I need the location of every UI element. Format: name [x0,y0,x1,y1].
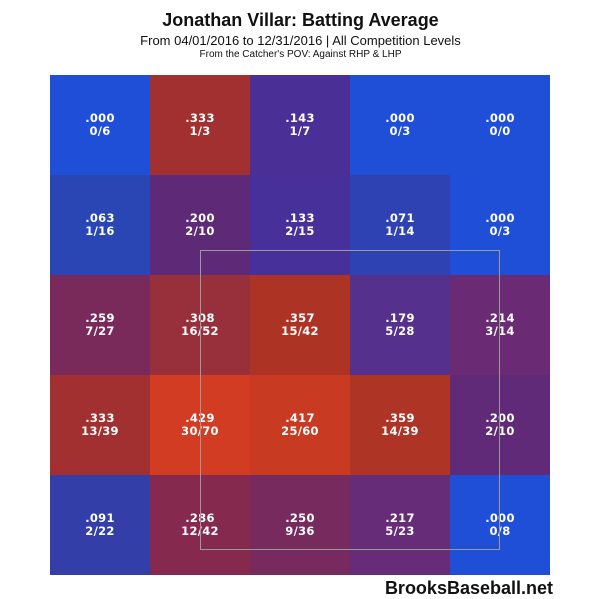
zone-hits: 15/42 [281,324,319,338]
zone-hits: 1/14 [385,224,415,238]
zone-hits: 0/8 [489,524,511,538]
zone-average: .000 [485,111,515,125]
zone-cell: .333 1/3 [150,75,250,175]
zone-cell: .259 7/27 [50,275,150,375]
zone-hits: 13/39 [81,424,119,438]
zone-average: .063 [85,211,115,225]
zone-hits: 30/70 [181,424,219,438]
zone-cell: .133 2/15 [250,175,350,275]
zone-average: .357 [285,311,315,325]
zone-hits: 0/6 [89,124,111,138]
zone-hits: 1/7 [289,124,311,138]
zone-hits: 0/0 [489,124,511,138]
zone-cell: .286 12/42 [150,475,250,575]
zone-hits: 5/28 [385,324,415,338]
zone-average: .091 [85,511,115,525]
zone-hits: 2/22 [85,524,115,538]
zone-hits: 16/52 [181,324,219,338]
zone-cell: .071 1/14 [350,175,450,275]
zone-average: .071 [385,211,415,225]
zone-cell: .333 13/39 [50,375,150,475]
zone-hits: 2/10 [185,224,215,238]
zone-cell: .000 0/3 [350,75,450,175]
brooksbaseball-watermark: BrooksBaseball.net [384,578,553,598]
zone-average: .000 [485,211,515,225]
zone-hits: 1/16 [85,224,115,238]
zone-average: .143 [285,111,315,125]
zone-average: .000 [385,111,415,125]
zone-hits: 5/23 [385,524,415,538]
zone-cell: .250 9/36 [250,475,350,575]
zone-cell: .063 1/16 [50,175,150,275]
zone-cell: .091 2/22 [50,475,150,575]
zone-average: .000 [85,111,115,125]
zone-cell: .200 2/10 [150,175,250,275]
zone-average: .417 [285,411,315,425]
zone-average: .250 [285,511,315,525]
zone-average: .200 [185,211,215,225]
zone-cell: .214 3/14 [450,275,550,375]
zone-cell: .417 25/60 [250,375,350,475]
zone-cell: .000 0/0 [450,75,550,175]
chart-subtitle: From 04/01/2016 to 12/31/2016 | All Comp… [140,33,461,48]
zone-average: .286 [185,511,215,525]
zone-hits: 1/3 [189,124,211,138]
zone-average: .359 [385,411,415,425]
zone-cell: .179 5/28 [350,275,450,375]
zone-average: .333 [185,111,215,125]
zone-cell: .200 2/10 [450,375,550,475]
zone-cell: .217 5/23 [350,475,450,575]
zone-cell: .357 15/42 [250,275,350,375]
zone-hits: 14/39 [381,424,419,438]
zone-cell: .000 0/8 [450,475,550,575]
zone-hits: 9/36 [285,524,315,538]
zone-hits: 0/3 [489,224,511,238]
zone-average: .179 [385,311,415,325]
chart-subtitle-pov: From the Catcher's POV: Against RHP & LH… [199,49,402,60]
zone-heatmap: .000 0/6.333 1/3.143 1/7.000 0/3.000 0/0.063 1… [50,75,550,575]
chart-title: Jonathan Villar: Batting Average [162,10,439,30]
zone-hits: 25/60 [281,424,319,438]
zone-hits: 3/14 [485,324,515,338]
zone-average: .133 [285,211,315,225]
zone-cell: .429 30/70 [150,375,250,475]
zone-hits: 7/27 [85,324,115,338]
zone-cell: .000 0/6 [50,75,150,175]
zone-cell: .308 16/52 [150,275,250,375]
zone-hits: 2/15 [285,224,315,238]
zone-average: .429 [185,411,215,425]
zone-cell: .143 1/7 [250,75,350,175]
zone-hits: 12/42 [181,524,219,538]
zone-average: .333 [85,411,115,425]
zone-cell: .000 0/3 [450,175,550,275]
zone-cell: .359 14/39 [350,375,450,475]
zone-average: .259 [85,311,115,325]
zone-hits: 0/3 [389,124,411,138]
zone-average: .217 [385,511,415,525]
zone-hits: 2/10 [485,424,515,438]
zone-average: .308 [185,311,215,325]
